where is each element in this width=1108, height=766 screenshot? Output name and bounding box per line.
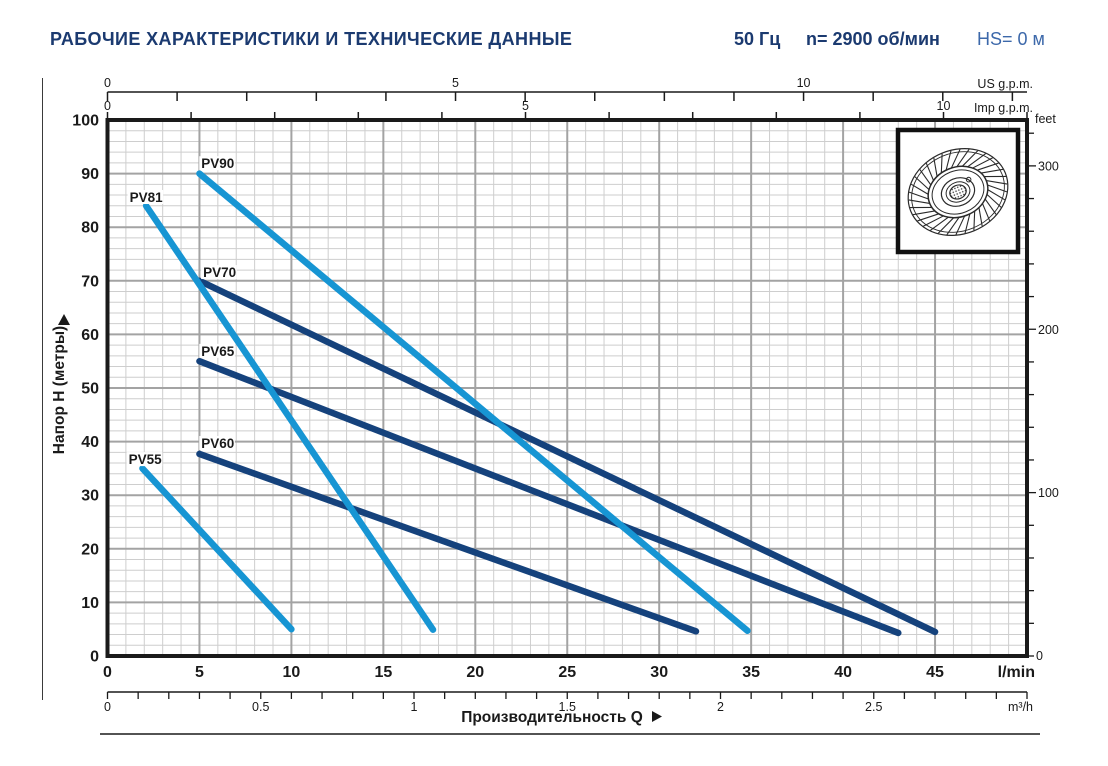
svg-text:2: 2 [717,700,724,714]
svg-text:Imp g.p.m.: Imp g.p.m. [974,101,1033,115]
svg-text:50: 50 [81,381,99,398]
svg-text:0.5: 0.5 [252,700,269,714]
svg-text:200: 200 [1038,323,1059,337]
svg-text:Напор H (метры): Напор H (метры) [51,326,68,454]
svg-text:30: 30 [81,488,99,505]
curve-label-PV81: PV81 [130,190,164,205]
svg-text:5: 5 [452,76,459,90]
svg-text:feet: feet [1035,112,1056,126]
svg-text:0: 0 [90,649,99,666]
feet-axis: 100 200 300 0 feet [1027,112,1059,663]
curve-PV55 [139,465,295,633]
svg-text:25: 25 [558,664,576,681]
svg-text:80: 80 [81,220,99,237]
svg-text:90: 90 [81,166,99,183]
svg-text:45: 45 [926,664,944,681]
svg-text:10: 10 [937,99,951,113]
svg-text:20: 20 [81,541,99,558]
us-gpm-axis: 0 5 10 US g.p.m. [104,76,1033,101]
svg-text:Производительность Q: Производительность Q [461,709,643,726]
svg-text:60: 60 [81,327,99,344]
svg-text:30: 30 [650,664,668,681]
curve-PV65 [196,357,902,637]
svg-text:US g.p.m.: US g.p.m. [977,77,1033,91]
pump-curves [139,170,939,637]
svg-text:0: 0 [104,99,111,113]
imp-gpm-axis: 0 5 10 Imp g.p.m. [104,99,1033,120]
curve-labels: PV55 PV60 PV65 PV70 PV81 PV90 [126,156,237,467]
svg-text:1: 1 [411,700,418,714]
svg-text:300: 300 [1038,159,1059,173]
svg-text:10: 10 [797,76,811,90]
curve-label-PV90: PV90 [201,156,234,171]
curve-label-PV55: PV55 [129,452,163,467]
impeller-illustration [907,148,1009,236]
curve-label-PV65: PV65 [201,344,235,359]
svg-text:10: 10 [283,664,301,681]
suction-head-label: HS= 0 м [977,29,1045,49]
svg-text:l/min: l/min [998,664,1035,681]
curve-PV90 [196,170,751,635]
svg-text:40: 40 [81,434,99,451]
svg-text:20: 20 [466,664,484,681]
svg-text:100: 100 [1038,486,1059,500]
svg-text:70: 70 [81,273,99,290]
m3h-axis: 0 0.5 1 1.5 2 2.5 m³/h [104,691,1033,714]
svg-text:100: 100 [72,113,99,130]
y-axis-title: Напор H (метры) [51,314,70,454]
curve-label-PV60: PV60 [201,436,234,451]
up-arrow-icon [58,314,70,325]
page-title: РАБОЧИЕ ХАРАКТЕРИСТИКИ И ТЕХНИЧЕСКИЕ ДАН… [50,29,573,49]
x-axis-title: Производительность Q [461,709,662,726]
curve-label-PV70: PV70 [203,265,236,280]
right-arrow-icon [652,711,662,722]
svg-text:0: 0 [104,76,111,90]
svg-text:5: 5 [195,664,204,681]
svg-text:10: 10 [81,595,99,612]
plot-border [105,118,1029,658]
curve-PV70 [196,277,939,636]
svg-text:0: 0 [104,700,111,714]
svg-text:1.5: 1.5 [559,700,576,714]
lmin-axis-labels: 0 5 10 15 20 25 30 35 40 45 l/min [103,664,1035,681]
svg-text:m³/h: m³/h [1008,700,1033,714]
svg-text:40: 40 [834,664,852,681]
svg-text:5: 5 [522,99,529,113]
curve-PV60 [196,450,700,635]
speed-label: n= 2900 об/мин [806,29,940,49]
svg-text:15: 15 [374,664,392,681]
svg-text:2.5: 2.5 [865,700,882,714]
head-axis-labels: 0 10 20 30 40 50 60 70 80 90 100 [72,113,99,666]
svg-text:0: 0 [103,664,112,681]
svg-text:0: 0 [1036,649,1043,663]
curve-PV81 [142,202,437,633]
svg-text:35: 35 [742,664,760,681]
frequency-label: 50 Гц [734,29,781,49]
